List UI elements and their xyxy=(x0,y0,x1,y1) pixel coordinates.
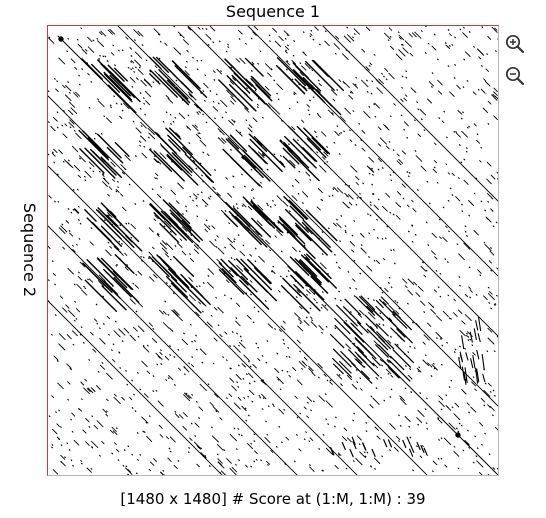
sequence1-axis-label: Sequence 1 xyxy=(225,2,321,21)
diagonal-marker xyxy=(58,36,64,42)
zoom-out-button[interactable] xyxy=(504,65,526,87)
dot-plot-canvas[interactable] xyxy=(47,25,499,476)
diagonal-marker xyxy=(455,432,461,438)
zoom-out-icon xyxy=(505,66,525,86)
zoom-in-button[interactable] xyxy=(504,33,526,55)
score-status-text: [1480 x 1480] # Score at (1:M, 1:M) : 39 xyxy=(120,490,426,508)
zoom-in-icon xyxy=(505,34,525,54)
sequence2-axis-label: Sequence 2 xyxy=(20,202,39,298)
dot-plot-matches xyxy=(48,26,498,475)
dot-plot[interactable] xyxy=(48,26,498,475)
